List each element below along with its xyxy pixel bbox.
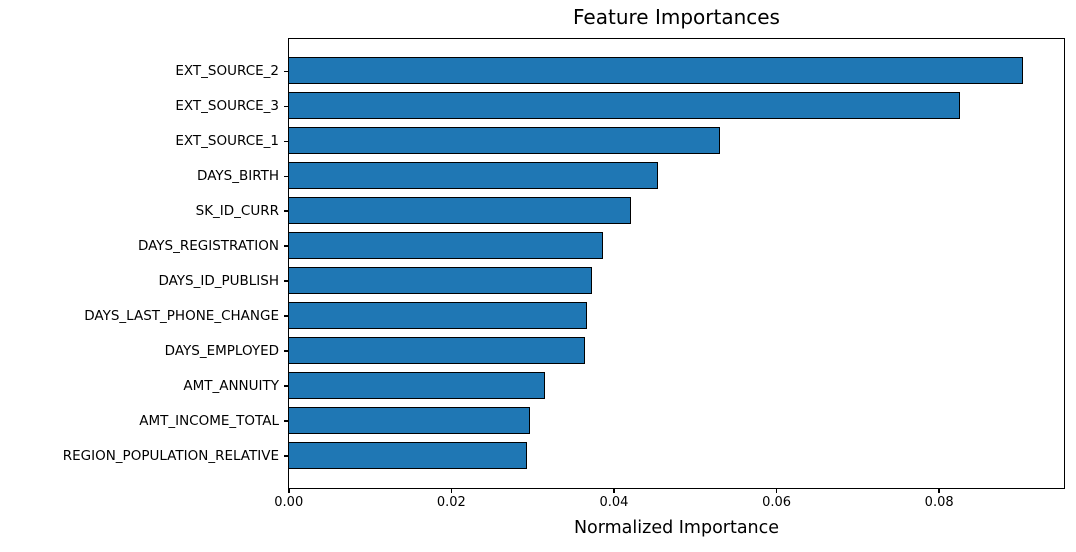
bar-days_birth xyxy=(287,162,659,190)
y-tick-label: DAYS_EMPLOYED xyxy=(164,343,279,360)
bar-days_id_publish xyxy=(287,267,592,295)
y-tick-label: DAYS_ID_PUBLISH xyxy=(158,273,279,290)
bar-days_registration xyxy=(287,232,603,260)
bar-ext_source_3 xyxy=(287,92,960,120)
x-tick-mark xyxy=(938,489,940,493)
y-tick-mark xyxy=(284,140,288,143)
y-tick-mark xyxy=(284,315,288,317)
x-axis-label: Normalized Importance xyxy=(573,518,780,538)
chart-title: Feature Importances xyxy=(573,5,780,29)
y-tick-mark xyxy=(284,210,288,212)
bar-amt_income_total xyxy=(287,407,530,434)
y-tick-mark xyxy=(284,70,288,73)
plot-area xyxy=(287,38,1065,489)
y-tick-mark xyxy=(284,350,288,352)
y-tick-mark xyxy=(284,455,288,457)
x-tick-mark xyxy=(288,489,290,493)
bar-days_last_phone_change xyxy=(287,302,587,330)
y-tick-label: EXT_SOURCE_3 xyxy=(175,98,279,115)
y-tick-mark xyxy=(284,280,288,282)
bar-region_population_relative xyxy=(287,441,527,469)
y-tick-mark xyxy=(284,105,288,108)
x-tick-mark xyxy=(450,489,453,493)
y-tick-label: DAYS_REGISTRATION xyxy=(137,238,279,255)
x-tick-label: 0.06 xyxy=(762,495,792,510)
y-tick-mark xyxy=(284,385,288,387)
bar-ext_source_1 xyxy=(287,127,721,155)
y-tick-label: AMT_INCOME_TOTAL xyxy=(139,413,279,429)
y-tick-label: EXT_SOURCE_2 xyxy=(175,63,279,80)
x-tick-label: 0.00 xyxy=(274,495,304,510)
y-tick-label: REGION_POPULATION_RELATIVE xyxy=(62,447,279,464)
y-tick-mark xyxy=(284,175,288,178)
x-tick-mark xyxy=(613,489,615,493)
y-tick-label: AMT_ANNUITY xyxy=(183,378,279,395)
y-tick-label: SK_ID_CURR xyxy=(195,203,279,220)
y-tick-label: EXT_SOURCE_1 xyxy=(175,133,279,150)
bar-sk_id_curr xyxy=(287,197,632,225)
y-tick-label: DAYS_LAST_PHONE_CHANGE xyxy=(84,308,279,325)
bar-days_employed xyxy=(287,337,586,365)
x-tick-mark xyxy=(775,489,778,493)
bar-amt_annuity xyxy=(287,372,546,400)
x-tick-label: 0.08 xyxy=(924,495,954,510)
x-tick-label: 0.04 xyxy=(599,495,629,510)
bar-ext_source_2 xyxy=(287,57,1024,85)
y-tick-label: DAYS_BIRTH xyxy=(197,168,279,185)
x-tick-label: 0.02 xyxy=(436,495,466,510)
y-tick-mark xyxy=(284,245,288,247)
y-tick-mark xyxy=(284,420,288,422)
